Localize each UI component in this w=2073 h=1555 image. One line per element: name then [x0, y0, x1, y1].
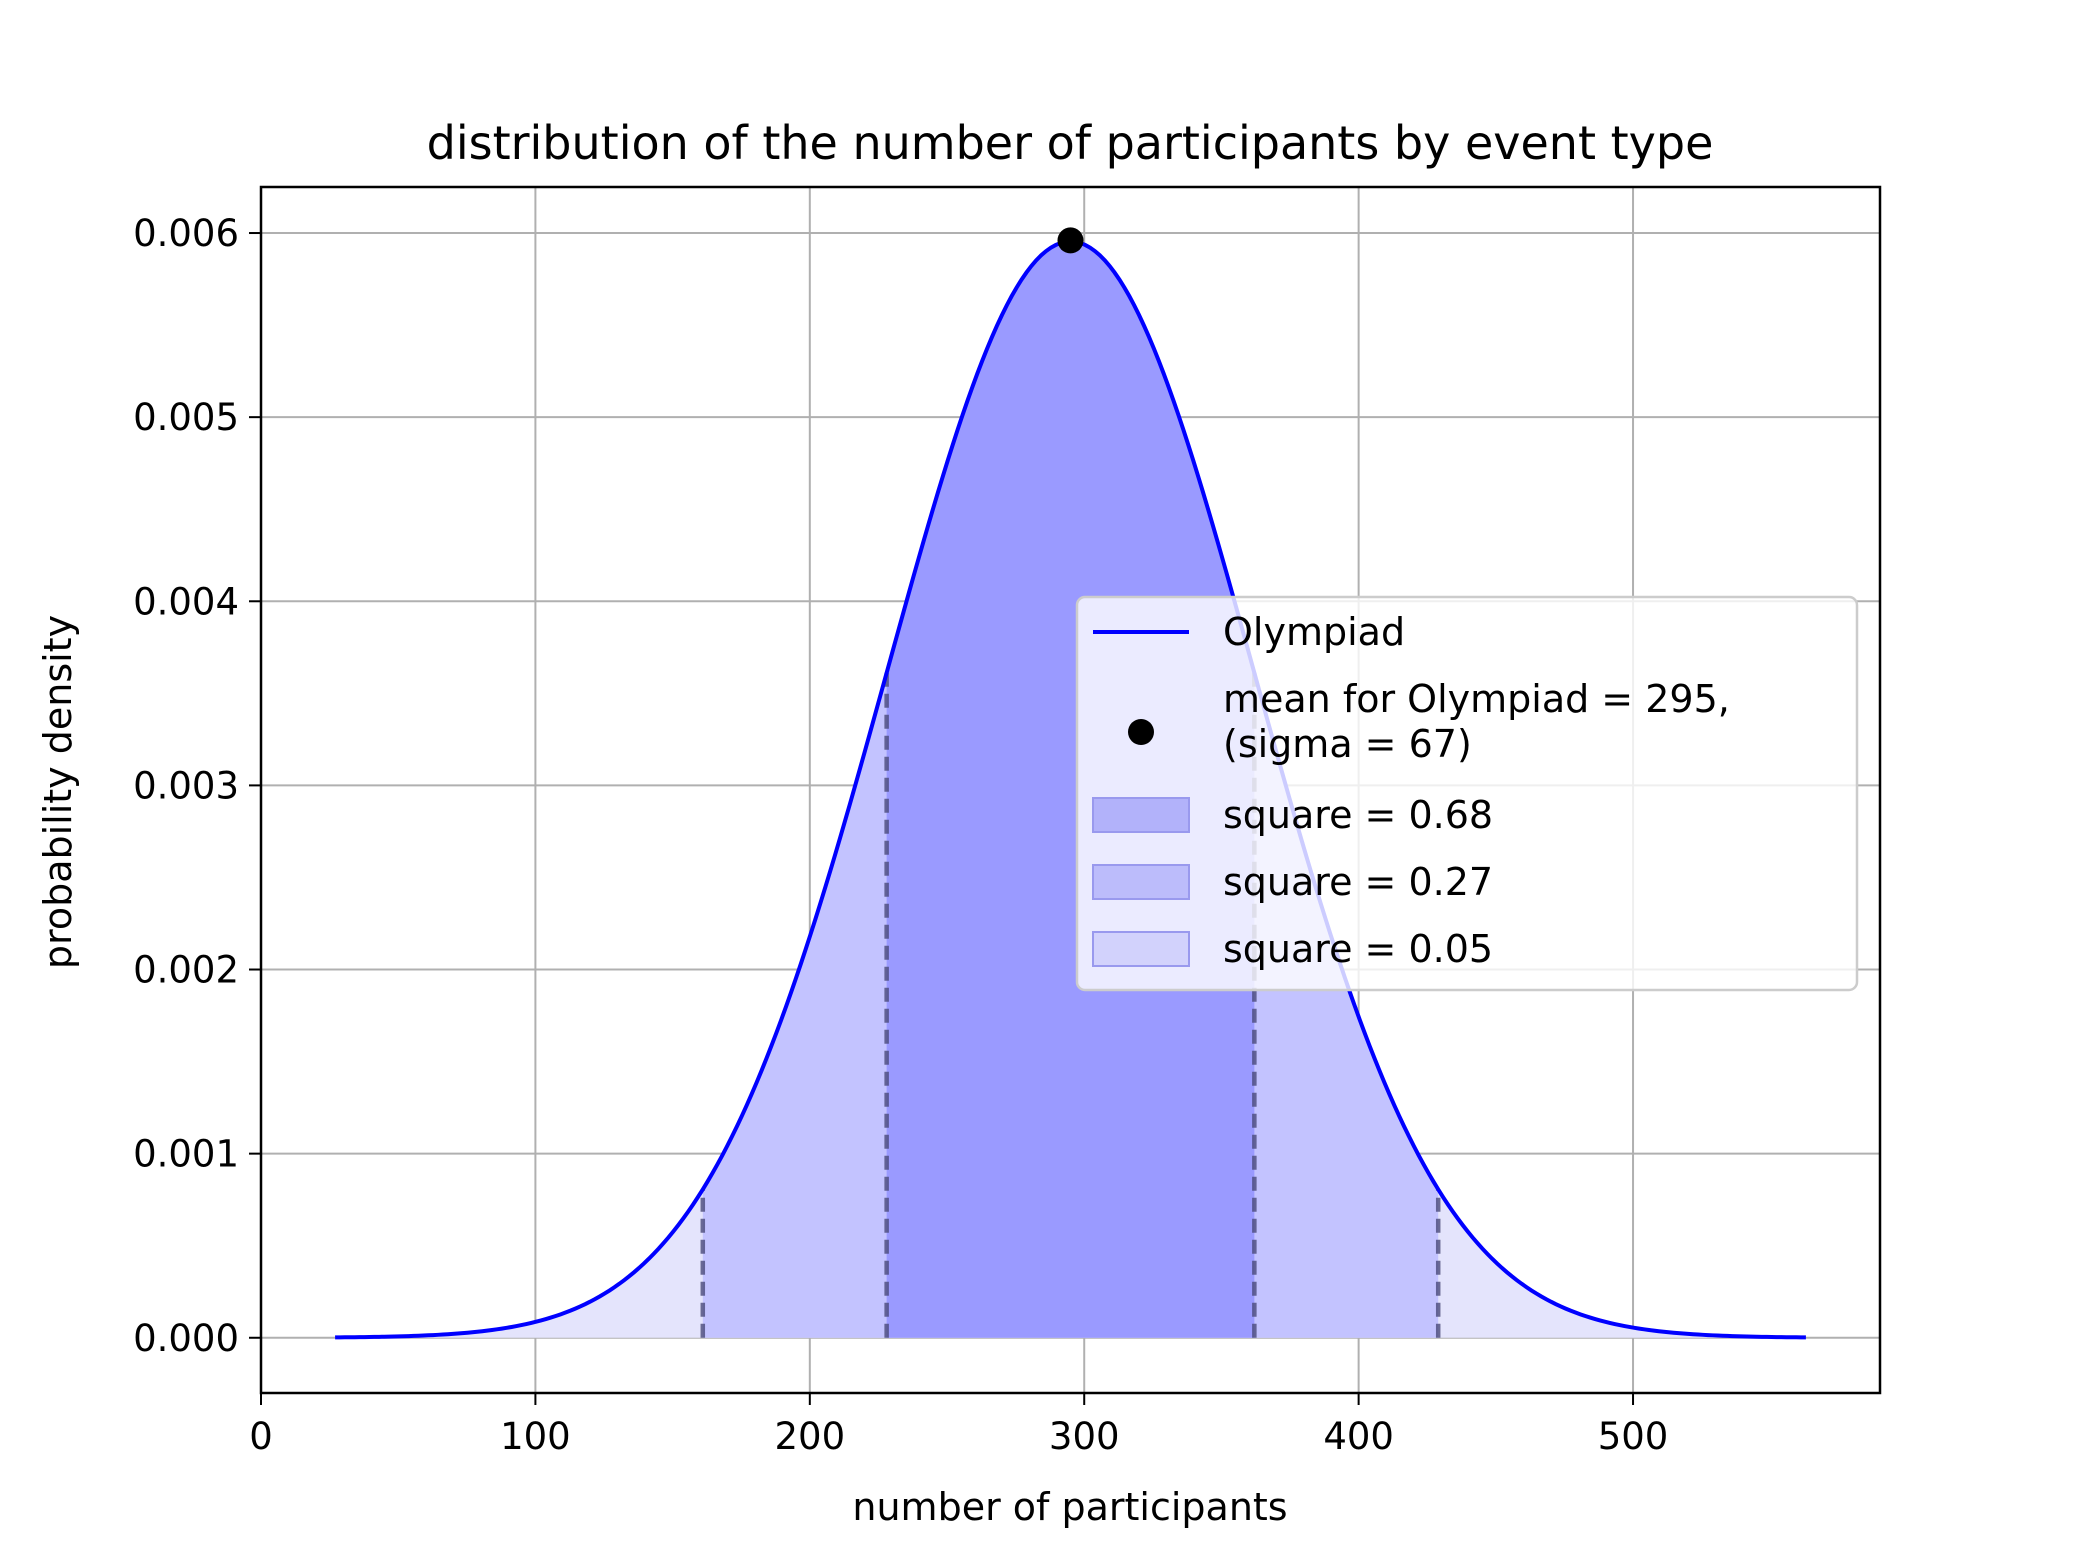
- legend: Olympiad mean for Olympiad = 295,(sigma =…: [1075, 595, 1859, 992]
- legend-label-mean-line1: mean for Olympiad = 295,: [1223, 677, 1730, 721]
- y-tick-label-6: 0.006: [133, 212, 239, 255]
- x-tick-label-2: 200: [775, 1415, 846, 1458]
- y-tick-label-5: 0.005: [133, 396, 239, 439]
- density-band-0: [886, 241, 1255, 1338]
- legend-label-mean-line2: (sigma = 67): [1223, 722, 1472, 766]
- y-axis-label: probability density: [36, 615, 80, 969]
- x-axis-label: number of participants: [852, 1485, 1287, 1529]
- legend-label-olympiad: Olympiad: [1223, 610, 1405, 654]
- legend-box: [1075, 595, 1859, 992]
- y-tick-label-0: 0.000: [133, 1317, 239, 1360]
- legend-handle-patch-1: [1092, 864, 1190, 900]
- chart-title: distribution of the number of participan…: [427, 116, 1714, 170]
- x-tick-label-5: 500: [1598, 1415, 1669, 1458]
- y-tick-label-4: 0.004: [133, 580, 239, 623]
- y-tick-label-3: 0.003: [133, 764, 239, 807]
- legend-handle-patch-2: [1092, 931, 1190, 967]
- plot-area: 0 100 200 300 400 500 0.000 0.001 0.002 0.003 0.00…: [133, 185, 1882, 1458]
- x-tick-label-3: 300: [1049, 1415, 1120, 1458]
- y-tick-label-1: 0.001: [133, 1133, 239, 1176]
- mean-marker: [1057, 227, 1084, 254]
- plot-frame: [259, 185, 1882, 1395]
- legend-label-square-2: square = 0.05: [1223, 927, 1493, 971]
- legend-label-square-0: square = 0.68: [1223, 793, 1493, 837]
- legend-handle-patch-0: [1092, 797, 1190, 833]
- legend-label-square-1: square = 0.27: [1223, 860, 1493, 904]
- x-tick-label-0: 0: [249, 1415, 273, 1458]
- x-tick-label-1: 100: [500, 1415, 571, 1458]
- legend-handle-marker: [1128, 719, 1154, 745]
- x-tick-label-4: 400: [1323, 1415, 1394, 1458]
- y-tick-label-2: 0.002: [133, 949, 239, 992]
